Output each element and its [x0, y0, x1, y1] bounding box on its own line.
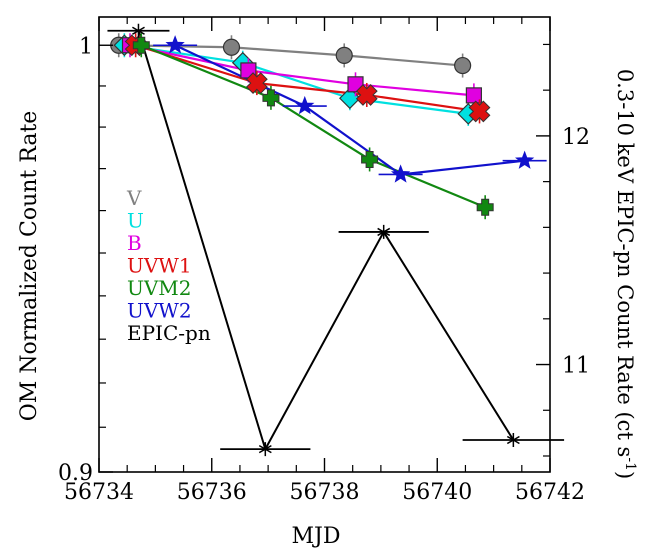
y-axis-right-label: 0.3-10 keV EPIC-pn Count Rate (ct s-1)	[613, 69, 638, 479]
series-line-epic-pn	[137, 30, 515, 451]
series-line-uvw1	[135, 44, 480, 113]
legend-entry: V	[126, 186, 142, 210]
data-point-uvm2	[132, 36, 150, 54]
plot-area	[107, 23, 565, 457]
series-line-b	[129, 44, 474, 97]
axes-layer: 56734 56736 56738 56740 56742 1 0.9 12 11	[58, 17, 590, 505]
data-point-uvw1	[355, 84, 378, 106]
series-layer	[118, 30, 525, 451]
legend-entry: UVW1	[127, 254, 192, 278]
data-point-uvw2	[390, 164, 411, 183]
legend-entry: B	[127, 231, 142, 255]
data-point-uvw2	[514, 150, 535, 169]
y-axis-right-label-close: )	[613, 471, 637, 479]
data-point-epic-pn	[377, 224, 391, 239]
marker-layer	[107, 23, 565, 457]
plot-frame	[98, 16, 551, 473]
data-point-uvm2	[476, 198, 494, 216]
series-line-uvm2	[140, 44, 486, 209]
x-axis-label: MJD	[292, 524, 341, 549]
data-point-uvm2	[361, 150, 379, 168]
series-line-uvw2	[174, 44, 525, 176]
data-point-v	[222, 38, 241, 56]
x-tick-label: 56738	[290, 480, 360, 505]
x-tick-label: 56742	[515, 480, 585, 505]
data-point-uvw2	[165, 35, 185, 54]
legend-entry: EPIC-pn	[127, 321, 211, 345]
data-point-uvw2	[295, 95, 315, 115]
x-tick-label: 56736	[177, 480, 247, 505]
y-axis-right-label-sup: -1	[622, 457, 638, 471]
y-axis-right-label-main: 0.3-10 keV EPIC-pn Count Rate (ct s	[613, 69, 637, 458]
y-right-tick-label: 11	[562, 354, 590, 379]
legend-entry: U	[127, 209, 144, 233]
y-right-tick-label: 12	[562, 125, 590, 150]
data-point-uvm2	[262, 89, 280, 107]
data-point-uvw1	[468, 100, 491, 123]
data-point-v	[454, 56, 472, 75]
data-point-epic-pn	[506, 432, 520, 447]
legend-entry: UVW2	[127, 299, 192, 323]
data-point-epic-pn	[258, 442, 272, 457]
y-axis-left-label: OM Normalized Count Rate	[17, 111, 42, 422]
data-point-epic-pn	[132, 23, 145, 38]
y-left-tick-label: 0.9	[58, 461, 93, 486]
data-point-v	[335, 46, 353, 64]
x-tick-label: 56740	[402, 480, 472, 505]
series-line-u	[124, 44, 469, 115]
x-tick-label: 56734	[64, 480, 134, 505]
data-point-uvw1	[245, 72, 268, 95]
y-left-tick-label: 1	[79, 34, 93, 59]
legend-entry: UVM2	[127, 276, 192, 300]
